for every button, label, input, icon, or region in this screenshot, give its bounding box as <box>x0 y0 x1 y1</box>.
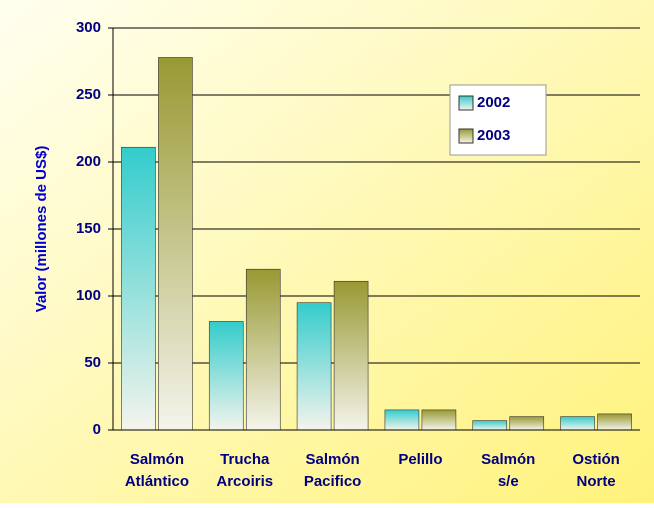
bar <box>472 420 508 431</box>
x-tick-label: Trucha Arcoiris <box>216 451 273 490</box>
x-tick-label: Salmón s/e <box>481 451 535 490</box>
bar <box>158 57 193 431</box>
x-tick-label: Salmón Atlántico <box>125 451 189 490</box>
bar <box>384 409 420 431</box>
bar <box>333 280 369 431</box>
x-tick-label-line: Trucha <box>220 451 270 468</box>
y-tick-label: 0 <box>93 421 101 438</box>
legend-swatch <box>458 128 474 144</box>
bar <box>421 409 457 431</box>
x-tick-label: Salmón Pacifico <box>304 451 362 490</box>
bar <box>597 413 632 431</box>
x-tick-label-line: Pacifico <box>304 473 362 490</box>
bar <box>296 302 332 431</box>
y-axis-label: Valor (millones de US$) <box>33 146 50 313</box>
bar <box>509 416 545 431</box>
x-tick-label-line: Atlántico <box>125 473 189 490</box>
y-tick-label: 250 <box>76 86 101 103</box>
x-tick-label-line: Norte <box>576 473 615 490</box>
x-tick-label: Pelillo <box>398 451 442 468</box>
legend-swatch <box>458 95 474 111</box>
y-tick-label: 100 <box>76 287 101 304</box>
x-tick-label-line: Arcoiris <box>216 473 273 490</box>
bar <box>121 146 156 431</box>
x-tick-label-line: Salmón <box>305 451 359 468</box>
y-tick-label: 200 <box>76 153 101 170</box>
x-tick-label-line: Ostión <box>572 451 620 468</box>
legend-label: 2002 <box>477 94 510 111</box>
y-tick-label: 50 <box>84 354 101 371</box>
x-tick-label-line: s/e <box>498 473 519 490</box>
x-tick-label-line: Pelillo <box>398 451 442 468</box>
y-tick-label: 300 <box>76 19 101 36</box>
x-tick-label-line: Salmón <box>130 451 184 468</box>
bar <box>245 268 281 431</box>
legend-label: 2003 <box>477 127 510 144</box>
bar <box>560 416 595 431</box>
x-tick-label: Ostión Norte <box>572 451 620 490</box>
bar <box>208 321 244 431</box>
y-tick-label: 150 <box>76 220 101 237</box>
x-tick-label-line: Salmón <box>481 451 535 468</box>
